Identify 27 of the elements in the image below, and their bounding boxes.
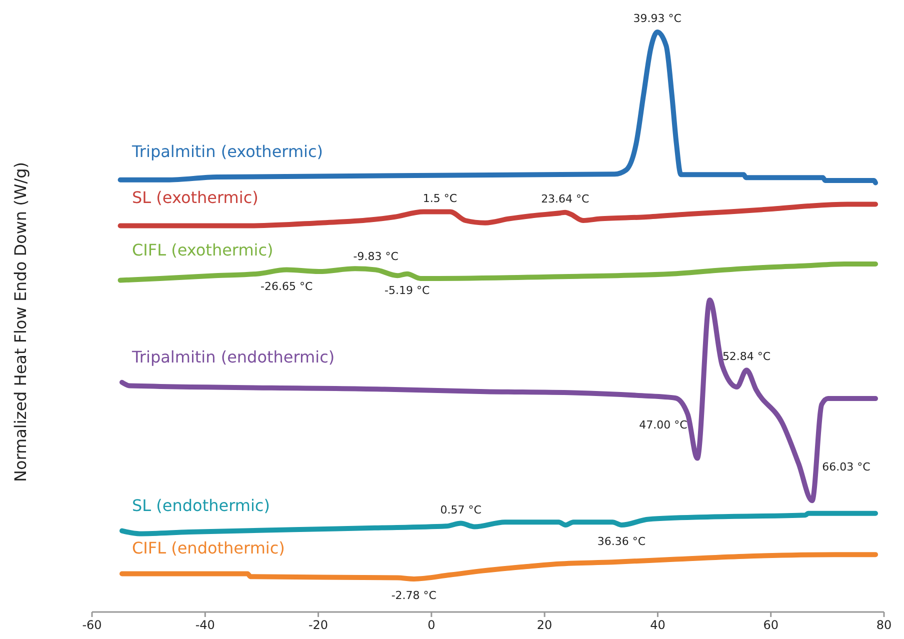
annotation: 1.5 °C <box>422 192 458 205</box>
series-label: Tripalmitin (exothermic) <box>131 142 324 161</box>
y-axis-title: Normalized Heat Flow Endo Down (W/g) <box>11 162 30 482</box>
series-label: SL (exothermic) <box>132 188 258 207</box>
annotation: 23.64 °C <box>541 192 590 206</box>
x-tick-label: 40 <box>650 618 666 632</box>
series-label: SL (endothermic) <box>132 496 270 515</box>
annotation: -5.19 °C <box>384 284 430 297</box>
series-label: Tripalmitin (endothermic) <box>131 347 335 366</box>
x-tick-label: 0 <box>428 618 436 632</box>
x-tick-label: -60 <box>82 618 102 632</box>
x-tick-label: 80 <box>876 618 892 632</box>
series-label: CIFL (endothermic) <box>132 538 285 558</box>
annotation: 0.57 °C <box>440 503 482 516</box>
annotation: 66.03 °C <box>822 460 871 474</box>
annotation: -2.78 °C <box>391 588 437 602</box>
annotation: 39.93 °C <box>633 12 682 25</box>
series-label: CIFL (exothermic) <box>132 240 274 260</box>
x-tick-label: -40 <box>195 618 215 632</box>
annotation: -26.65 °C <box>260 280 313 293</box>
x-tick-label: 60 <box>763 618 778 632</box>
x-tick-label: 20 <box>536 618 552 632</box>
annotation: -9.83 °C <box>353 250 399 263</box>
annotation: 36.36 °C <box>597 535 646 548</box>
annotation: 47.00 °C <box>639 418 688 432</box>
x-tick-label: -20 <box>308 618 328 632</box>
annotation: 52.84 °C <box>722 350 771 364</box>
